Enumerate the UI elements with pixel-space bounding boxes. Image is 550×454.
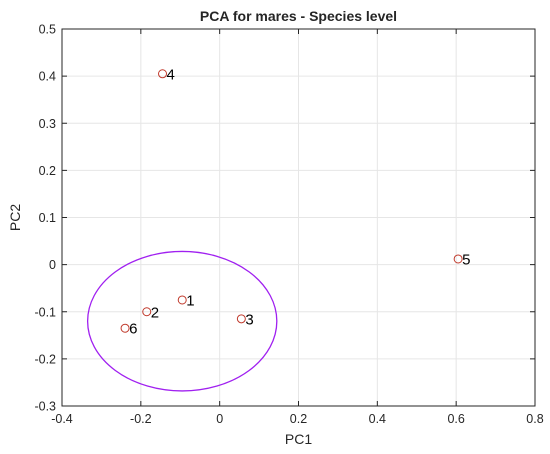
cluster-ellipse xyxy=(86,250,278,392)
data-point-label: 1 xyxy=(186,292,194,309)
y-tick-label: 0.2 xyxy=(39,164,56,178)
data-point-label: 2 xyxy=(151,304,159,321)
x-tick-label: -0.2 xyxy=(130,412,152,426)
y-tick-label: 0.5 xyxy=(39,23,56,37)
x-tick-label: -0.4 xyxy=(51,412,73,426)
y-tick-label: -0.1 xyxy=(34,305,56,319)
data-point-marker xyxy=(177,295,187,305)
y-tick-label: 0.1 xyxy=(39,211,56,225)
y-tick-label: 0.4 xyxy=(39,70,56,84)
y-tick-label: 0.3 xyxy=(39,117,56,131)
data-point-marker xyxy=(158,69,168,79)
cluster-ellipse-layer xyxy=(86,250,278,392)
data-point-label: 6 xyxy=(129,321,137,338)
x-tick-label: 0.8 xyxy=(526,412,543,426)
data-point-marker xyxy=(453,254,463,264)
x-tick-label: 0.6 xyxy=(447,412,464,426)
y-axis-label: PC2 xyxy=(7,204,23,231)
data-point-label: 5 xyxy=(462,251,470,268)
data-point-marker xyxy=(120,323,130,333)
x-axis-label: PC1 xyxy=(285,431,312,447)
y-tick-label: 0 xyxy=(49,258,56,272)
data-point-marker xyxy=(142,307,152,317)
x-tick-label: 0.2 xyxy=(290,412,307,426)
data-point-marker xyxy=(236,314,246,324)
chart-title: PCA for mares - Species level xyxy=(200,8,397,24)
data-point-label: 3 xyxy=(245,311,253,328)
x-tick-label: 0 xyxy=(216,412,223,426)
data-point-label: 4 xyxy=(167,66,175,83)
axis-ticks: -0.4 -0.2 0 0.2 0.4 0.6 0.8 -0.3 -0.2 -0.1 0 0.1 0.2… xyxy=(34,23,543,427)
x-tick-label: 0.4 xyxy=(369,412,386,426)
y-tick-label: -0.3 xyxy=(34,400,56,414)
y-tick-label: -0.2 xyxy=(34,352,56,366)
data-points: 1 2 3 4 5 6 xyxy=(120,66,470,338)
